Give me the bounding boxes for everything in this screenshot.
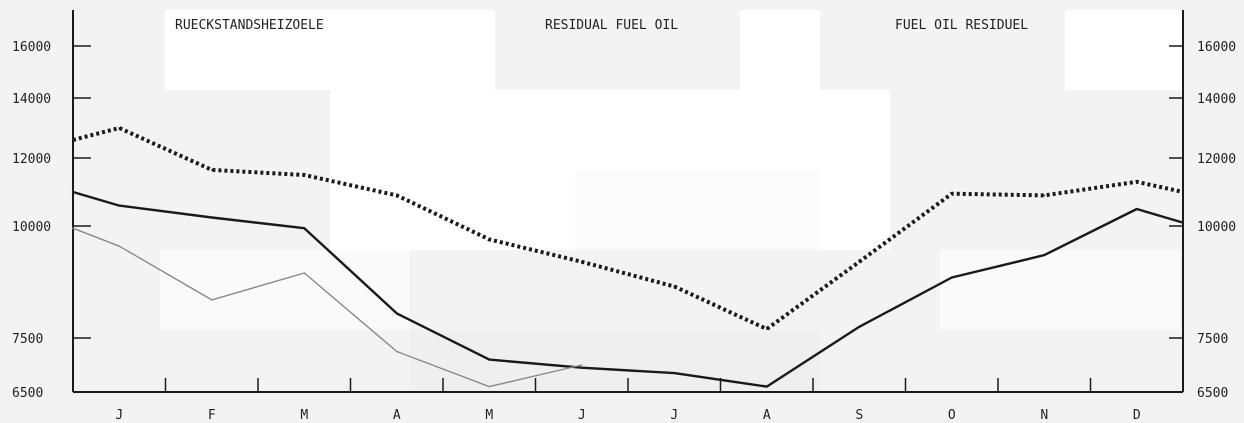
- series-point: [210, 216, 213, 219]
- title-english: RESIDUAL FUEL OIL: [545, 18, 678, 33]
- series-point: [1135, 181, 1138, 183]
- background-shade: [940, 250, 1180, 330]
- background-shade: [1065, 10, 1183, 90]
- series-point: [488, 238, 491, 241]
- series-point: [72, 191, 74, 193]
- series-point: [303, 174, 306, 176]
- series-point: [488, 385, 491, 388]
- series-point: [72, 139, 74, 141]
- series-point: [580, 366, 583, 369]
- series-point: [1043, 194, 1046, 197]
- series-point: [765, 328, 768, 330]
- y-tick-label-left: 10000: [12, 220, 51, 235]
- x-tick-label: M: [300, 408, 308, 423]
- background-shade: [575, 170, 820, 250]
- y-tick-label-left: 14000: [12, 92, 51, 107]
- y-tick-label-left: 7500: [12, 332, 43, 347]
- y-tick-label-left: 16000: [12, 40, 51, 55]
- series-point: [1135, 208, 1138, 210]
- series-point: [1182, 221, 1184, 224]
- x-tick-label: A: [393, 408, 401, 423]
- series-point: [858, 261, 861, 263]
- series-line-dotted: [72, 126, 1184, 331]
- series-line-solid: [71, 190, 1185, 388]
- series-point: [210, 299, 213, 301]
- series-point: [673, 285, 676, 288]
- series-point: [950, 276, 953, 279]
- x-tick-label: J: [670, 408, 678, 423]
- series-point: [118, 245, 121, 247]
- series-point: [858, 326, 861, 328]
- x-tick-label: O: [948, 408, 956, 423]
- y-tick-label-right: 10000: [1197, 220, 1236, 235]
- series-point: [1182, 191, 1184, 193]
- y-tick-label-right: 14000: [1197, 92, 1236, 107]
- x-tick-label: N: [1040, 408, 1048, 423]
- series-point: [395, 350, 398, 353]
- x-tick-label: J: [578, 408, 586, 423]
- background-shade: [410, 330, 820, 390]
- title-german: RUECKSTANDSHEIZOELE: [175, 18, 324, 33]
- background-shade: [410, 10, 495, 90]
- x-tick-label: D: [1133, 408, 1141, 423]
- x-tick-label: S: [855, 408, 863, 423]
- title-french: FUEL OIL RESIDUEL: [895, 18, 1028, 33]
- series-point: [72, 227, 74, 230]
- y-tick-label-left: 12000: [12, 152, 51, 167]
- y-tick-label-right: 16000: [1197, 40, 1236, 55]
- x-tick-label: M: [485, 408, 493, 423]
- background-shade: [165, 10, 410, 90]
- y-axis-ticks: 6500 6500 7500 7500 10000 10000 12000 12000 1400…: [12, 40, 1236, 401]
- series-point: [118, 204, 121, 207]
- y-tick-label-left: 6500: [12, 386, 43, 401]
- series-point: [1043, 254, 1046, 256]
- x-tick-label: A: [763, 408, 771, 423]
- series-point: [673, 372, 676, 374]
- series-point: [580, 261, 583, 263]
- series-point: [580, 364, 583, 366]
- background-shade: [160, 250, 410, 330]
- y-tick-label-right: 7500: [1197, 332, 1228, 347]
- y-tick-label-right: 12000: [1197, 152, 1236, 167]
- series-lines: [71, 126, 1185, 388]
- chart-titles: RUECKSTANDSHEIZOELE RESIDUAL FUEL OIL FU…: [175, 18, 1028, 33]
- series-point: [488, 358, 491, 361]
- x-tick-label: J: [115, 408, 123, 423]
- series-point: [765, 385, 768, 388]
- series-point: [118, 127, 121, 129]
- series-point: [303, 227, 306, 230]
- series-point: [395, 194, 398, 197]
- series-point: [395, 312, 398, 315]
- x-tick-label: F: [208, 408, 216, 423]
- background-shade: [740, 10, 820, 90]
- series-point: [303, 272, 306, 274]
- series-point: [950, 192, 953, 195]
- series-point: [210, 169, 213, 171]
- y-tick-label-right: 6500: [1197, 386, 1228, 401]
